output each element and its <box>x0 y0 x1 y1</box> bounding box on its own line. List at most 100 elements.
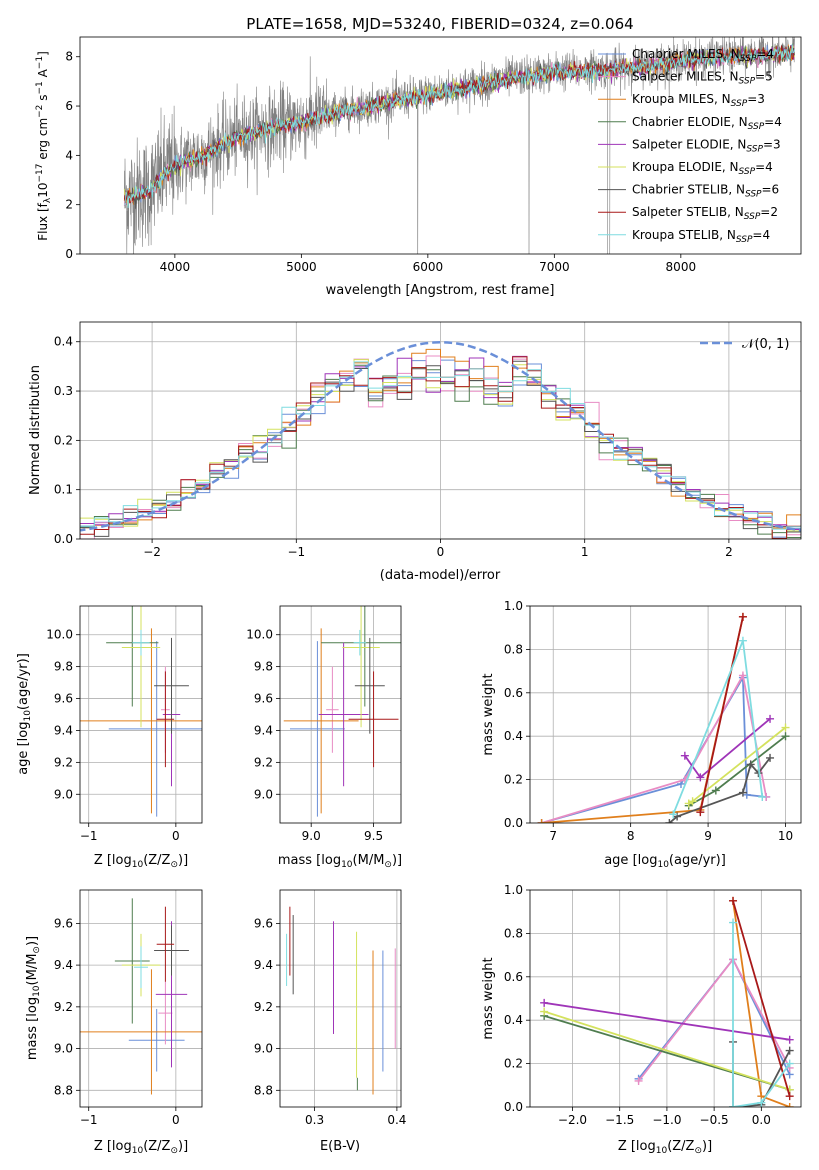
legend-label-c2: Salpeter MILES, NSSP=5 <box>632 70 773 87</box>
weight-marker-c9 <box>729 918 738 927</box>
y-tick-label: 0.0 <box>504 1100 523 1114</box>
weight-marker-c4 <box>711 786 720 795</box>
x-tick-label: −1 <box>80 1113 98 1127</box>
x-tick-label: 7 <box>549 829 557 843</box>
y-tick-label: 9.4 <box>54 723 73 737</box>
y-tick-label: 0.8 <box>504 642 523 656</box>
y-tick-label: 8 <box>65 50 73 64</box>
weight-age-axes-plot <box>530 606 801 823</box>
legend-label-c6: Kroupa ELODIE, NSSP=4 <box>632 160 773 177</box>
y-tick-label: 0.6 <box>504 970 523 984</box>
x-tick-label: 7000 <box>539 260 570 274</box>
weight-age-axes: 7 8 9 10 0.0 0.2 0.4 0.6 0.8 1.0 mass weight age [l… <box>481 599 802 870</box>
y-tick-label: 0.4 <box>504 729 523 743</box>
gaussian-curve <box>80 340 801 532</box>
weight-line-c8 <box>732 900 791 1097</box>
x-tick-label: 4000 <box>160 260 191 274</box>
x-tick-label: −2.0 <box>558 1113 587 1127</box>
y-axis-label: mass weight <box>481 957 496 1039</box>
weight-marker-c5 <box>766 714 775 723</box>
x-tick-label: 10 <box>778 829 793 843</box>
x-tick-label: 8000 <box>666 260 697 274</box>
weight-line-c8 <box>699 616 744 813</box>
y-tick-label: 0.0 <box>54 532 73 546</box>
x-axis-label: (data-model)/error <box>380 568 501 583</box>
weight-marker-c2 <box>634 1076 643 1085</box>
y-tick-label: 0.8 <box>504 926 523 940</box>
y-tick-label: 1.0 <box>504 883 523 897</box>
y-tick-label: 10.0 <box>246 628 273 642</box>
y-tick-label: 4 <box>65 148 73 162</box>
age-z-axes: −1 0 9.0 9.2 9.4 9.6 9.8 10.0 Z [log10(Z/Z⊙)] age… <box>16 605 203 870</box>
y-tick-label: 9.6 <box>54 916 73 930</box>
histogram-c9 <box>80 361 801 533</box>
weight-marker-c9 <box>758 792 767 801</box>
legend-label-c8: Salpeter STELIB, NSSP=2 <box>632 205 778 222</box>
x-tick-label: 0.0 <box>752 1113 771 1127</box>
weight-marker-c6 <box>540 1007 549 1016</box>
axes-frame <box>79 321 802 540</box>
y-tick-label: 0.2 <box>54 433 73 447</box>
y-tick-label: 9.0 <box>54 787 73 801</box>
y-axis-label: Normed distribution <box>28 365 43 495</box>
mass-ebv-axes-plot <box>280 890 401 1107</box>
legend-label-c3: Kroupa MILES, NSSP=3 <box>632 92 765 109</box>
y-tick-label: 9.2 <box>54 1000 73 1014</box>
x-tick-label: 9.5 <box>364 829 383 843</box>
weight-marker-c7 <box>665 819 674 823</box>
chart-title: PLATE=1658, MJD=53240, FIBERID=0324, z=0… <box>246 15 633 33</box>
legend-label-c5: Salpeter ELODIE, NSSP=3 <box>632 137 781 154</box>
spectrum-axes-plot <box>123 37 795 254</box>
axes-frame <box>79 889 203 1108</box>
weight-marker-c7 <box>738 788 747 797</box>
y-tick-label: 9.4 <box>254 723 273 737</box>
x-tick-label: 6000 <box>413 260 444 274</box>
y-tick-label: 0 <box>65 247 73 261</box>
x-tick-label: −2 <box>143 545 161 559</box>
x-tick-label: −1.5 <box>605 1113 634 1127</box>
weight-line-c6 <box>543 1010 790 1091</box>
y-tick-label: 9.2 <box>254 1000 273 1014</box>
age-z-axes-plot <box>80 606 202 823</box>
spectrum-axes: 4000 5000 6000 7000 8000 0 2 4 6 8 PLATE=1658, MJD… <box>35 15 802 298</box>
mass-z-axes: −1 0 8.8 9.0 9.2 9.4 9.6 Z [log10(Z/Z⊙)] mass [l… <box>25 889 203 1156</box>
model-line-c9 <box>124 44 795 209</box>
axes-frame <box>79 605 203 824</box>
weight-marker-c6 <box>688 797 697 806</box>
x-axis-label: Z [log10(Z/Z⊙)] <box>94 853 188 870</box>
y-tick-label: 8.8 <box>54 1083 73 1097</box>
x-tick-label: 0 <box>172 1113 180 1127</box>
weight-marker-c3 <box>537 819 546 823</box>
x-tick-label: 9.0 <box>302 829 321 843</box>
histogram-c8 <box>80 356 801 539</box>
y-tick-label: 0.0 <box>504 816 523 830</box>
weight-marker-c5 <box>680 751 689 760</box>
y-tick-label: 9.6 <box>54 692 73 706</box>
x-axis-label: age [log10(age/yr)] <box>604 853 726 870</box>
x-tick-label: −1 <box>287 545 305 559</box>
y-tick-label: 2 <box>65 198 73 212</box>
weight-z-axes: −2.0 −1.5 −1.0 −0.5 0.0 0.0 0.2 0.4 0.6 0.8 1.0 mas… <box>481 883 802 1156</box>
x-tick-label: −1.0 <box>652 1113 681 1127</box>
y-tick-label: 9.6 <box>254 916 273 930</box>
weight-marker-c7 <box>785 1046 794 1055</box>
y-tick-label: 0.6 <box>504 686 523 700</box>
x-tick-label: 9 <box>704 829 712 843</box>
weight-marker-c7 <box>746 760 755 769</box>
x-tick-label: −0.5 <box>700 1113 729 1127</box>
y-tick-label: 9.2 <box>54 755 73 769</box>
y-tick-label: 9.0 <box>254 1042 273 1056</box>
x-axis-label: wavelength [Angstrom, rest frame] <box>326 283 555 298</box>
x-axis-label: Z [log10(Z/Z⊙)] <box>94 1139 188 1156</box>
y-tick-label: 0.3 <box>54 384 73 398</box>
residuals-axes: −2 −1 0 1 2 0.0 0.1 0.2 0.3 0.4 (data-model)/error… <box>28 321 802 583</box>
y-tick-label: 0.4 <box>504 1013 523 1027</box>
mass-ebv-axes: 0.3 0.4 8.8 9.0 9.2 9.4 9.6 E(B-V) <box>254 889 406 1154</box>
x-tick-label: 0.3 <box>305 1113 324 1127</box>
y-tick-label: 0.2 <box>504 1057 523 1071</box>
x-tick-label: −1 <box>80 829 98 843</box>
x-tick-label: 0.4 <box>387 1113 406 1127</box>
weight-marker-c2 <box>738 671 747 680</box>
legend-label-c1: Chabrier MILES, NSSP=4 <box>632 47 774 64</box>
